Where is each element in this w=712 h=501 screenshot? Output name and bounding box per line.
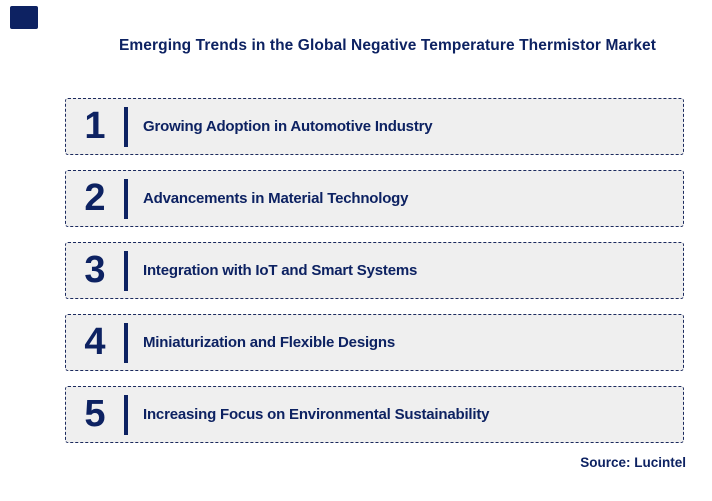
trend-label: Integration with IoT and Smart Systems (143, 262, 418, 279)
trend-number: 3 (84, 248, 106, 291)
trend-number: 1 (84, 104, 106, 147)
source-attribution: Source: Lucintel (580, 455, 686, 470)
trend-label: Growing Adoption in Automotive Industry (143, 118, 433, 135)
trend-divider-bar (124, 250, 128, 291)
trend-row-2: 2 Advancements in Material Technology (65, 170, 684, 227)
brand-corner-mark-icon (10, 6, 38, 29)
trend-label: Miniaturization and Flexible Designs (143, 334, 396, 351)
trend-divider-bar (124, 394, 128, 435)
trend-divider-bar (124, 322, 128, 363)
page-title: Emerging Trends in the Global Negative T… (118, 37, 657, 54)
trend-number: 2 (84, 176, 106, 219)
trend-row-3: 3 Integration with IoT and Smart Systems (65, 242, 684, 299)
trend-row-4: 4 Miniaturization and Flexible Designs (65, 314, 684, 371)
trend-divider-bar (124, 106, 128, 147)
trend-divider-bar (124, 178, 128, 219)
trend-number: 4 (84, 320, 106, 363)
trend-label: Advancements in Material Technology (143, 190, 409, 207)
trend-number: 5 (84, 392, 106, 435)
trend-row-1: 1 Growing Adoption in Automotive Industr… (65, 98, 684, 155)
trend-row-5: 5 Increasing Focus on Environmental Sust… (65, 386, 684, 443)
trend-label: Increasing Focus on Environmental Sustai… (143, 406, 490, 423)
